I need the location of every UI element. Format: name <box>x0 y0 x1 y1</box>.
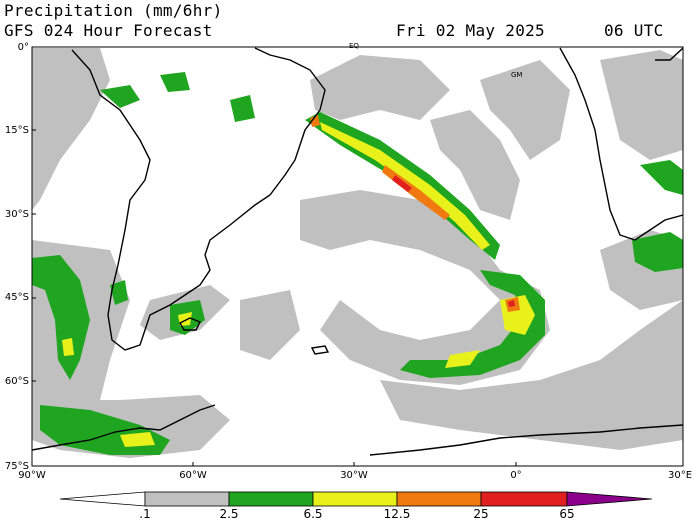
colorbar-label: 65 <box>559 507 575 521</box>
precip-area <box>240 290 300 360</box>
precip-area <box>300 190 550 385</box>
colorbar-label: 25 <box>473 507 489 521</box>
lon-labels: 90°W 60°W 30°W 0° 30°E <box>18 470 692 481</box>
precip-area <box>430 110 520 220</box>
lat-label: 60°S <box>5 376 29 387</box>
map-title: Precipitation (mm/6hr) <box>4 1 223 20</box>
colorbar <box>59 491 653 507</box>
colorbar-label: 6.5 <box>303 507 323 521</box>
colorbar-segment-6 <box>566 491 653 507</box>
forecast-time: 06 UTC <box>604 21 664 40</box>
lon-label: 0° <box>510 470 521 481</box>
precip-area <box>445 350 480 368</box>
colorbar-label: 12.5 <box>383 507 411 521</box>
colorbar-segment-1 <box>144 491 230 507</box>
lat-label: 45°S <box>5 292 29 303</box>
greenwich-marker: GM <box>511 71 522 79</box>
lon-label: 90°W <box>18 470 46 481</box>
precip-area <box>120 432 155 447</box>
equator-marker: EQ <box>349 42 359 50</box>
extreme-precip-layer <box>392 175 515 307</box>
lat-label: 75°S <box>5 461 29 472</box>
colorbar-segment-4 <box>396 491 482 507</box>
precip-area <box>640 160 683 195</box>
precip-area <box>230 95 255 122</box>
lat-labels: 0° 15°S 30°S 45°S 60°S 75°S <box>5 42 29 472</box>
africa-coast-north <box>655 47 683 61</box>
lat-label: 0° <box>18 42 29 53</box>
lon-label: 30°E <box>668 470 692 481</box>
lon-label: 30°W <box>340 470 368 481</box>
lat-label: 15°S <box>5 125 29 136</box>
precip-area <box>32 255 90 380</box>
coastlines <box>32 47 683 456</box>
lon-ticks <box>192 462 517 466</box>
colorbar-label: .1 <box>139 507 151 521</box>
lat-label: 30°S <box>5 209 29 220</box>
precip-area <box>110 280 128 305</box>
lon-label: 60°W <box>179 470 207 481</box>
light-precip-layer <box>32 48 683 458</box>
lat-ticks <box>32 46 36 467</box>
moderate-precip-layer <box>32 72 683 455</box>
precip-area <box>600 50 683 160</box>
precip-band <box>305 112 500 260</box>
antarctica-coast <box>32 404 216 451</box>
precip-band <box>400 270 545 378</box>
africa-coast <box>559 47 683 241</box>
precip-area <box>310 115 320 127</box>
precip-area <box>160 72 190 92</box>
precip-cell <box>392 175 412 192</box>
precip-cell <box>508 300 515 307</box>
precip-area <box>480 60 570 160</box>
map-border <box>31 46 684 467</box>
colorbar-segment-3 <box>312 491 398 507</box>
falkland-islands <box>179 317 201 331</box>
colorbar-segment-2 <box>228 491 314 507</box>
precip-area <box>310 55 450 120</box>
map-layers <box>32 47 683 458</box>
forecast-model: GFS 024 Hour Forecast <box>4 21 213 40</box>
forecast-date: Fri 02 May 2025 <box>396 21 545 40</box>
antarctica-coast-east <box>369 424 683 456</box>
colorbar-label: 2.5 <box>219 507 239 521</box>
colorbar-segment-5 <box>480 491 568 507</box>
colorbar-segment-0 <box>59 491 146 507</box>
precip-area <box>100 85 140 108</box>
precip-area <box>632 232 683 272</box>
precip-area <box>62 338 74 356</box>
south-america-coast <box>71 47 326 351</box>
precip-band <box>320 122 490 250</box>
south-georgia <box>310 345 330 355</box>
precip-area <box>32 48 110 210</box>
precip-area <box>380 300 683 450</box>
